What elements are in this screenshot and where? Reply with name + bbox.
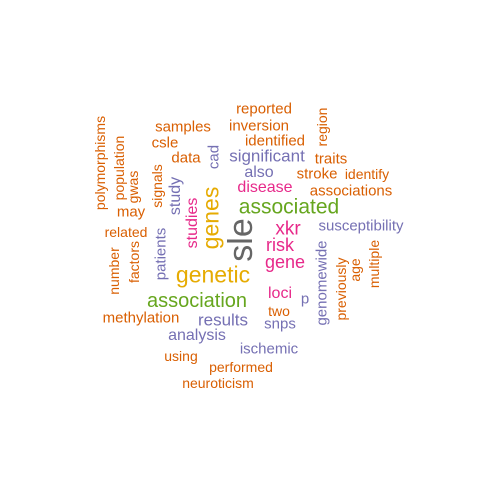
word-identified: identified	[244, 132, 306, 150]
word-inversion: inversion	[228, 117, 290, 135]
word-factors: factors	[126, 240, 142, 284]
word-population: population	[111, 135, 127, 201]
word-age: age	[347, 258, 363, 282]
word-susceptibility: susceptibility	[318, 217, 404, 235]
word-region: region	[314, 107, 330, 147]
word-polymorphisms: polymorphisms	[92, 115, 108, 211]
word-number: number	[106, 247, 122, 295]
word-performed: performed	[209, 359, 273, 375]
word-identify: identify	[344, 166, 390, 182]
word-multiple: multiple	[366, 239, 382, 289]
word-data: data	[171, 149, 201, 167]
word-p: p	[300, 290, 310, 308]
word-reported: reported	[236, 100, 292, 118]
word-neuroticism: neuroticism	[182, 375, 254, 391]
word-methylation: methylation	[102, 309, 180, 327]
word-using: using	[164, 348, 198, 364]
word-ischemic: ischemic	[239, 340, 299, 358]
word-traits: traits	[314, 150, 348, 168]
word-patients: patients	[152, 227, 170, 281]
word-related: related	[104, 224, 148, 240]
word-genetic: genetic	[175, 261, 251, 288]
word-studies: studies	[184, 197, 201, 249]
word-study: study	[167, 176, 184, 216]
word-snps: snps	[264, 315, 296, 333]
word-xkr: xkr	[275, 218, 301, 240]
word-associations: associations	[309, 182, 393, 200]
word-may: may	[116, 203, 146, 221]
word-analysis: analysis	[168, 327, 226, 344]
word-loci: loci	[267, 285, 293, 302]
word-samples: samples	[155, 118, 211, 136]
word-genes: genes	[197, 186, 224, 250]
word-genomewide: genomewide	[313, 240, 331, 326]
word-associated: associated	[238, 195, 340, 219]
word-cad: cad	[205, 144, 223, 170]
word-disease: disease	[237, 179, 293, 196]
word-gene: gene	[264, 252, 306, 272]
word-sle: sle	[222, 218, 260, 262]
word-significant: significant	[229, 146, 305, 166]
word-stroke: stroke	[296, 165, 338, 183]
word-two: two	[268, 303, 290, 319]
word-association: association	[146, 290, 248, 312]
word-risk: risk	[266, 235, 294, 255]
word-previously: previously	[333, 257, 349, 321]
word-also: also	[244, 164, 274, 181]
word-signals: signals	[149, 164, 165, 208]
word-results: results	[197, 310, 249, 330]
word-csle: csle	[151, 134, 179, 152]
word-gwas: gwas	[125, 170, 141, 204]
